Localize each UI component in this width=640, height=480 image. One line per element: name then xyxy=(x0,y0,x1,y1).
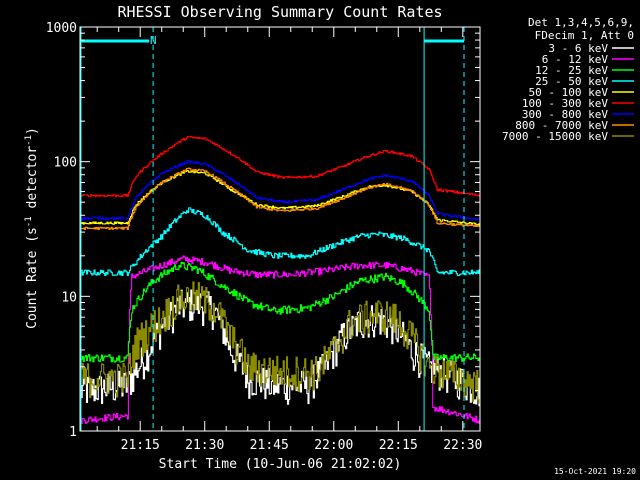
legend-label-8: 7000 - 15000 keV xyxy=(502,130,608,143)
legend: Det 1,3,4,5,6,9,FDecim 1, Att 03 - 6 keV… xyxy=(502,16,634,143)
series-line-0 xyxy=(80,289,480,407)
series-line-7 xyxy=(80,167,480,230)
night-marker: N xyxy=(150,34,157,47)
legend-header-1: FDecim 1, Att 0 xyxy=(535,29,634,42)
series-line-3 xyxy=(80,207,480,277)
y-tick-label-1: 10 xyxy=(61,290,77,305)
timestamp: 15-Oct-2021 19:20 xyxy=(554,467,636,476)
x-tick-label-3: 22:00 xyxy=(314,438,353,453)
x-tick-label-1: 21:30 xyxy=(185,438,224,453)
plot-frame xyxy=(79,26,481,432)
legend-label-2: 12 - 25 keV xyxy=(535,64,608,77)
legend-label-3: 25 - 50 keV xyxy=(535,75,608,88)
series-line-5 xyxy=(80,135,480,198)
x-tick-label-0: 21:15 xyxy=(121,438,160,453)
y-label-part3: ) xyxy=(25,127,40,135)
series-line-6 xyxy=(80,160,480,221)
legend-label-6: 300 - 800 keV xyxy=(522,108,608,121)
y-tick-label-2: 100 xyxy=(54,156,77,171)
legend-header-0: Det 1,3,4,5,6,9, xyxy=(528,16,634,29)
legend-label-7: 800 - 7000 keV xyxy=(515,119,608,132)
chart-title: RHESSI Observing Summary Count Rates xyxy=(117,3,442,21)
y-tick-label-3: 1000 xyxy=(46,21,77,36)
legend-label-1: 6 - 12 keV xyxy=(542,53,609,66)
x-tick-label-5: 22:30 xyxy=(443,438,482,453)
axes: 1 10 100 1000 21:15 21:30 21:45 22:00 22:15 22:30 xyxy=(46,21,483,453)
legend-label-0: 3 - 6 keV xyxy=(548,42,608,55)
y-axis-label: Count Rate (s-1 detector-1) xyxy=(24,127,40,329)
series-layer xyxy=(80,135,480,424)
x-tick-label-4: 22:15 xyxy=(379,438,418,453)
series-line-2 xyxy=(80,261,480,363)
x-tick-label-2: 21:45 xyxy=(250,438,289,453)
day-night-overlay xyxy=(80,27,465,431)
series-line-8 xyxy=(80,281,480,404)
y-label-sup2: -1 xyxy=(24,135,34,146)
y-label-part2: detector xyxy=(25,146,40,217)
y-label-part1: Count Rate (s xyxy=(25,227,40,329)
x-axis-label: Start Time (10-Jun-06 21:02:02) xyxy=(159,457,402,472)
series-line-1 xyxy=(80,255,480,424)
legend-label-4: 50 - 100 keV xyxy=(529,86,609,99)
y-tick-label-0: 1 xyxy=(69,425,77,440)
legend-label-5: 100 - 300 keV xyxy=(522,97,608,110)
y-label-sup1: -1 xyxy=(24,216,34,227)
